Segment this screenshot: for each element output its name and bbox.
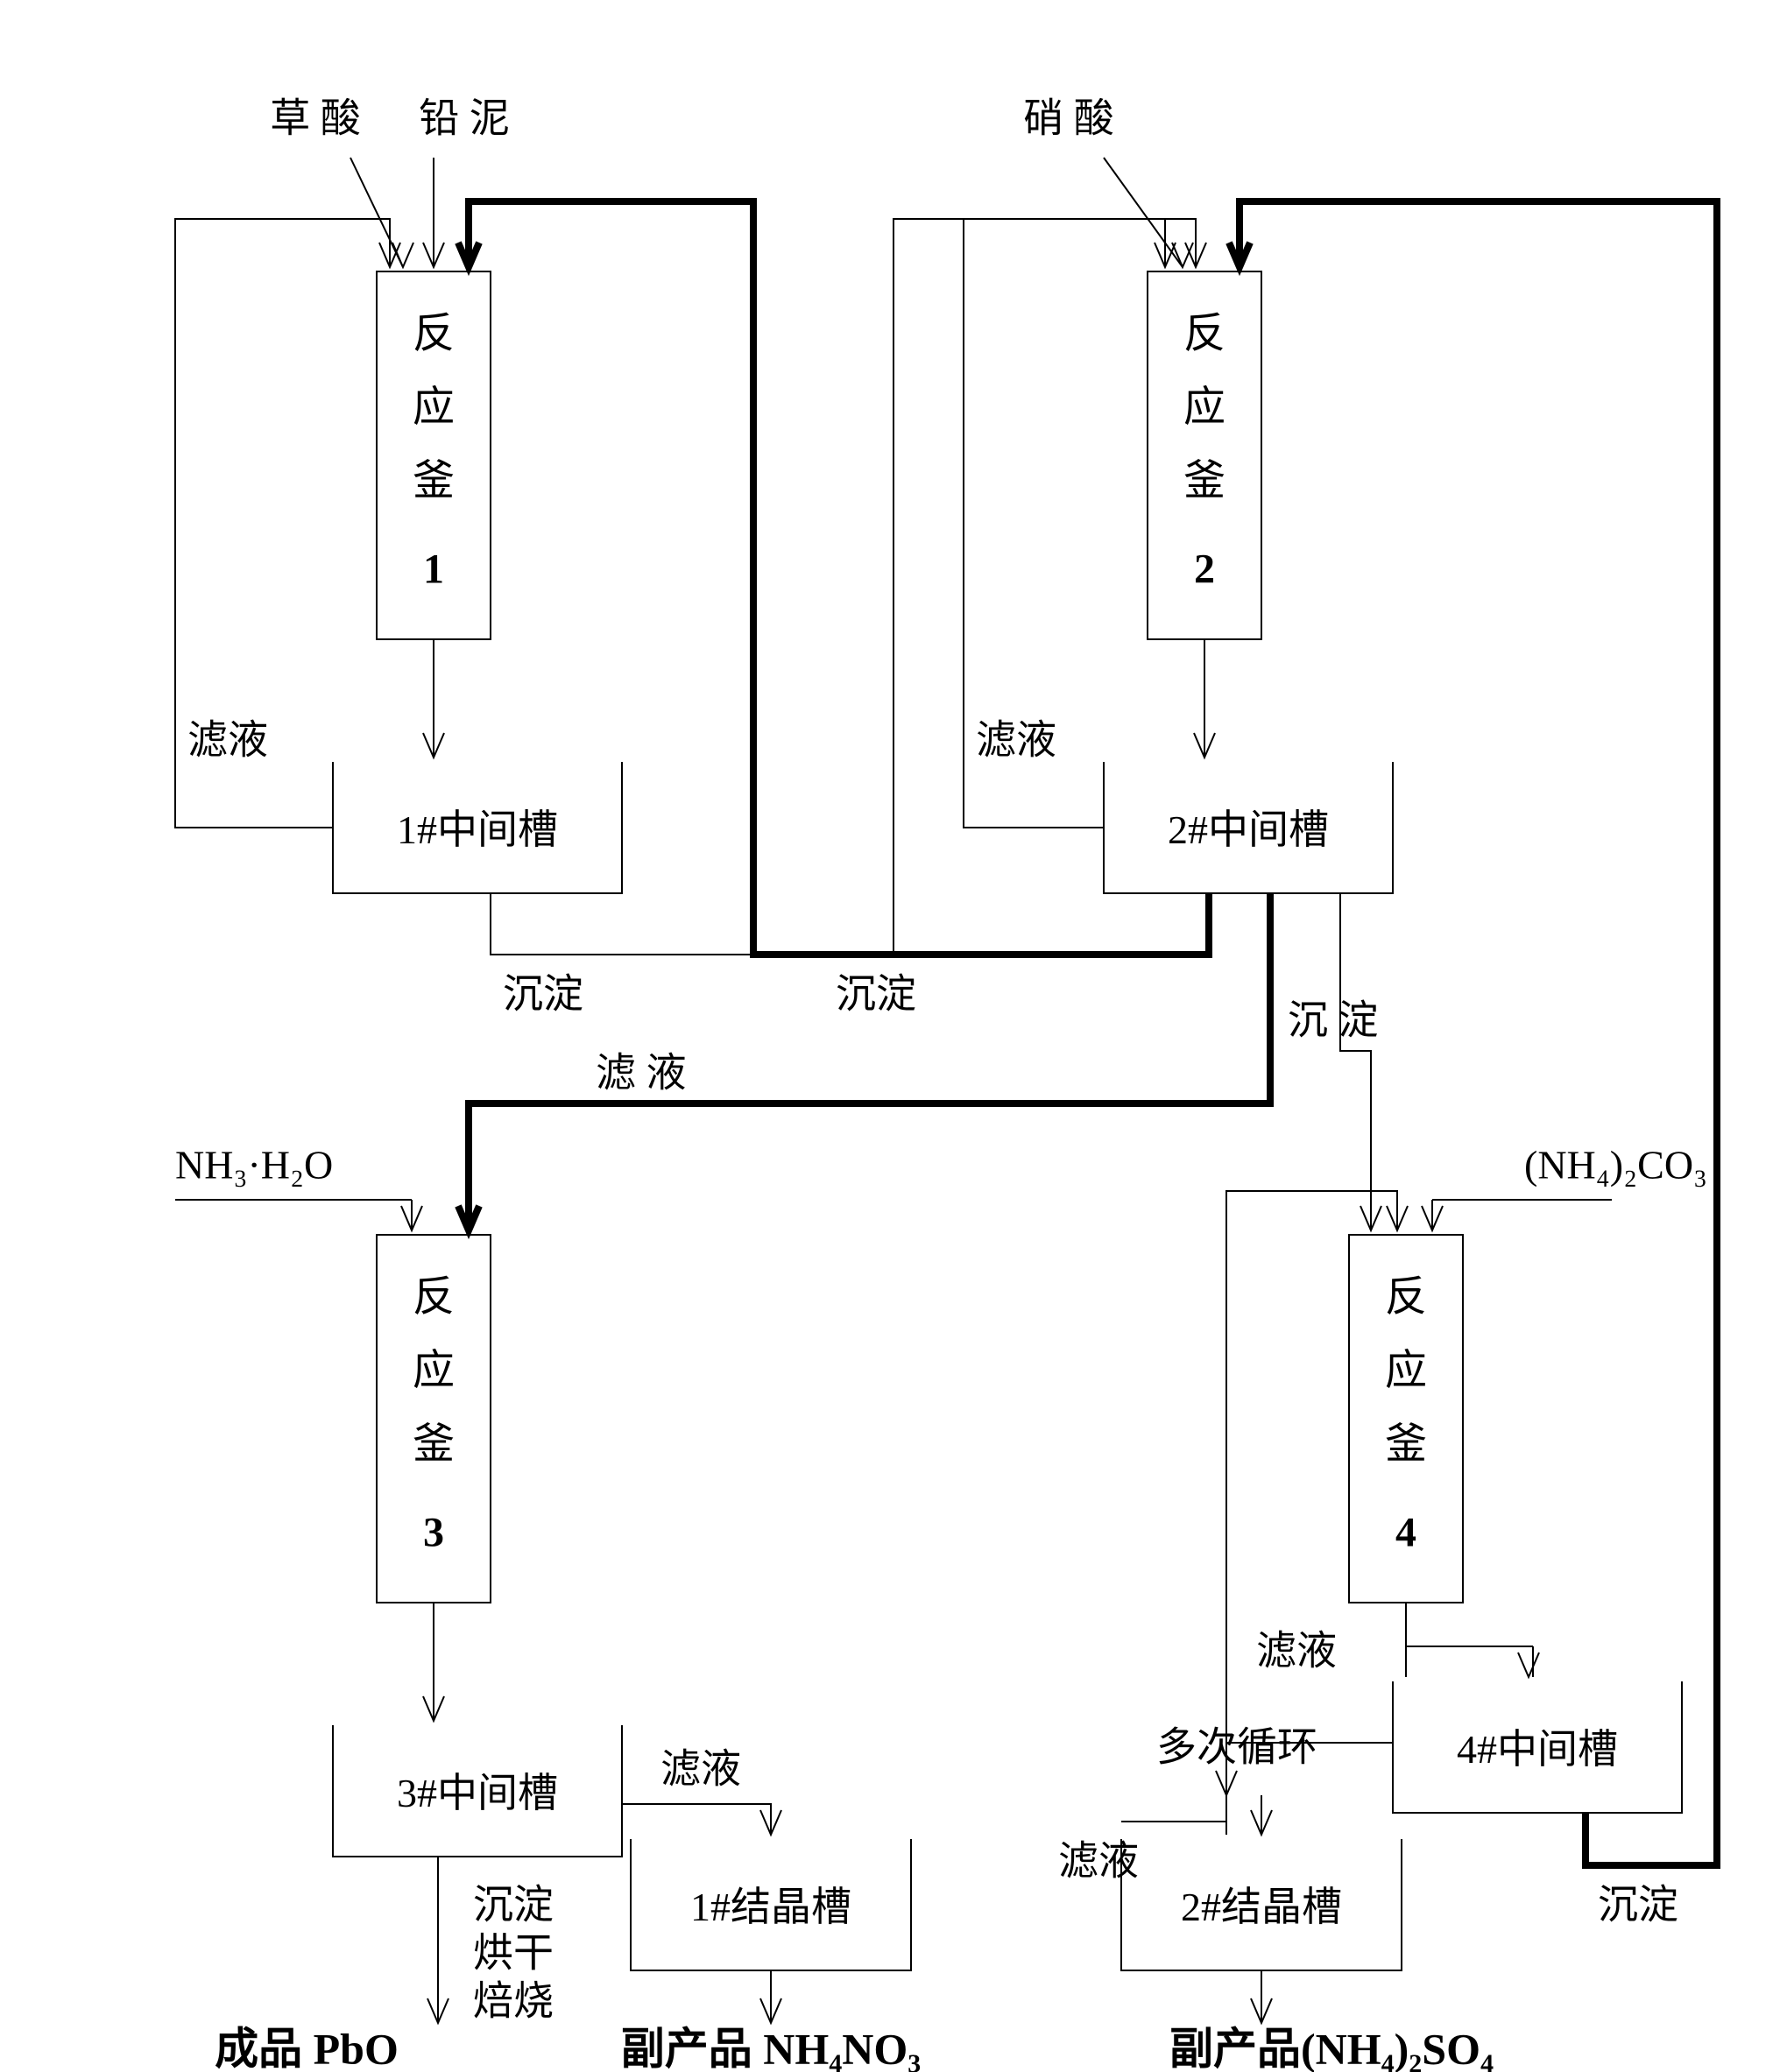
label-nitric-acid: 硝 酸 [1023, 96, 1114, 141]
label-t1-filtrate-recycle: 滤液 [187, 718, 268, 763]
svg-text:4#中间槽: 4#中间槽 [1457, 1727, 1618, 1772]
svg-text:2#中间槽: 2#中间槽 [1168, 807, 1329, 852]
label-dry-bake-2: 焙烧 [473, 1979, 554, 2024]
svg-text:1#中间槽: 1#中间槽 [397, 807, 558, 852]
svg-text:反: 反 [1183, 311, 1225, 357]
label-oxalic-acid: 草 酸 [270, 96, 361, 141]
label-t2-precipitate-to-r1: 沉淀 [836, 972, 916, 1017]
product-nh4no3: 副产品 NH₄NO₃ [621, 2024, 921, 2072]
label-dry-bake-1: 烘干 [473, 1931, 554, 1976]
svg-text:1: 1 [423, 546, 444, 592]
svg-text:应: 应 [413, 1348, 455, 1394]
svg-text:釜: 釜 [1183, 458, 1225, 504]
svg-text:应: 应 [413, 384, 455, 431]
svg-text:反: 反 [1385, 1274, 1427, 1321]
product-pbo: 成品 PbO [215, 2024, 399, 2072]
label-nh4co3: (NH₄)₂CO₃ [1524, 1143, 1707, 1188]
label-c2-filtrate-in: 滤液 [1058, 1839, 1139, 1884]
svg-text:反: 反 [413, 1274, 455, 1321]
svg-text:反: 反 [413, 311, 455, 357]
label-t2-filtrate-to-r3: 滤 液 [596, 1051, 687, 1096]
svg-text:应: 应 [1385, 1348, 1427, 1394]
product-nh4so4: 副产品(NH₄)₂SO₄ [1169, 2024, 1494, 2072]
flowchart-diagram: 反应釜1反应釜2反应釜3反应釜41#中间槽2#中间槽3#中间槽4#中间槽1#结晶… [0, 0, 1787, 2072]
label-multi-cycle: 多次循环 [1156, 1725, 1317, 1770]
svg-text:2: 2 [1194, 546, 1215, 592]
svg-text:1#结晶槽: 1#结晶槽 [690, 1885, 851, 1929]
label-t4-precipitate-recycle: 沉淀 [1598, 1883, 1678, 1928]
label-dry-bake-0: 沉淀 [473, 1883, 554, 1928]
svg-text:3: 3 [423, 1509, 444, 1555]
label-t3-filtrate: 滤液 [660, 1747, 741, 1792]
svg-text:应: 应 [1183, 384, 1225, 431]
label-t2-precipitate-to-r4: 沉 淀 [1288, 998, 1379, 1043]
label-r4-filtrate: 滤液 [1256, 1629, 1337, 1674]
svg-text:4: 4 [1395, 1509, 1416, 1555]
svg-text:3#中间槽: 3#中间槽 [397, 1771, 558, 1815]
svg-text:釜: 釜 [413, 458, 455, 504]
label-lead-mud: 铅 泥 [419, 96, 510, 141]
label-t2-filtrate-recycle: 滤液 [976, 718, 1056, 763]
svg-text:釜: 釜 [1385, 1421, 1427, 1468]
label-nh3h2o: NH₃·H₂O [175, 1143, 333, 1188]
svg-text:釜: 釜 [413, 1421, 455, 1468]
svg-text:2#结晶槽: 2#结晶槽 [1181, 1885, 1342, 1929]
label-t1-precipitate: 沉淀 [503, 972, 583, 1017]
